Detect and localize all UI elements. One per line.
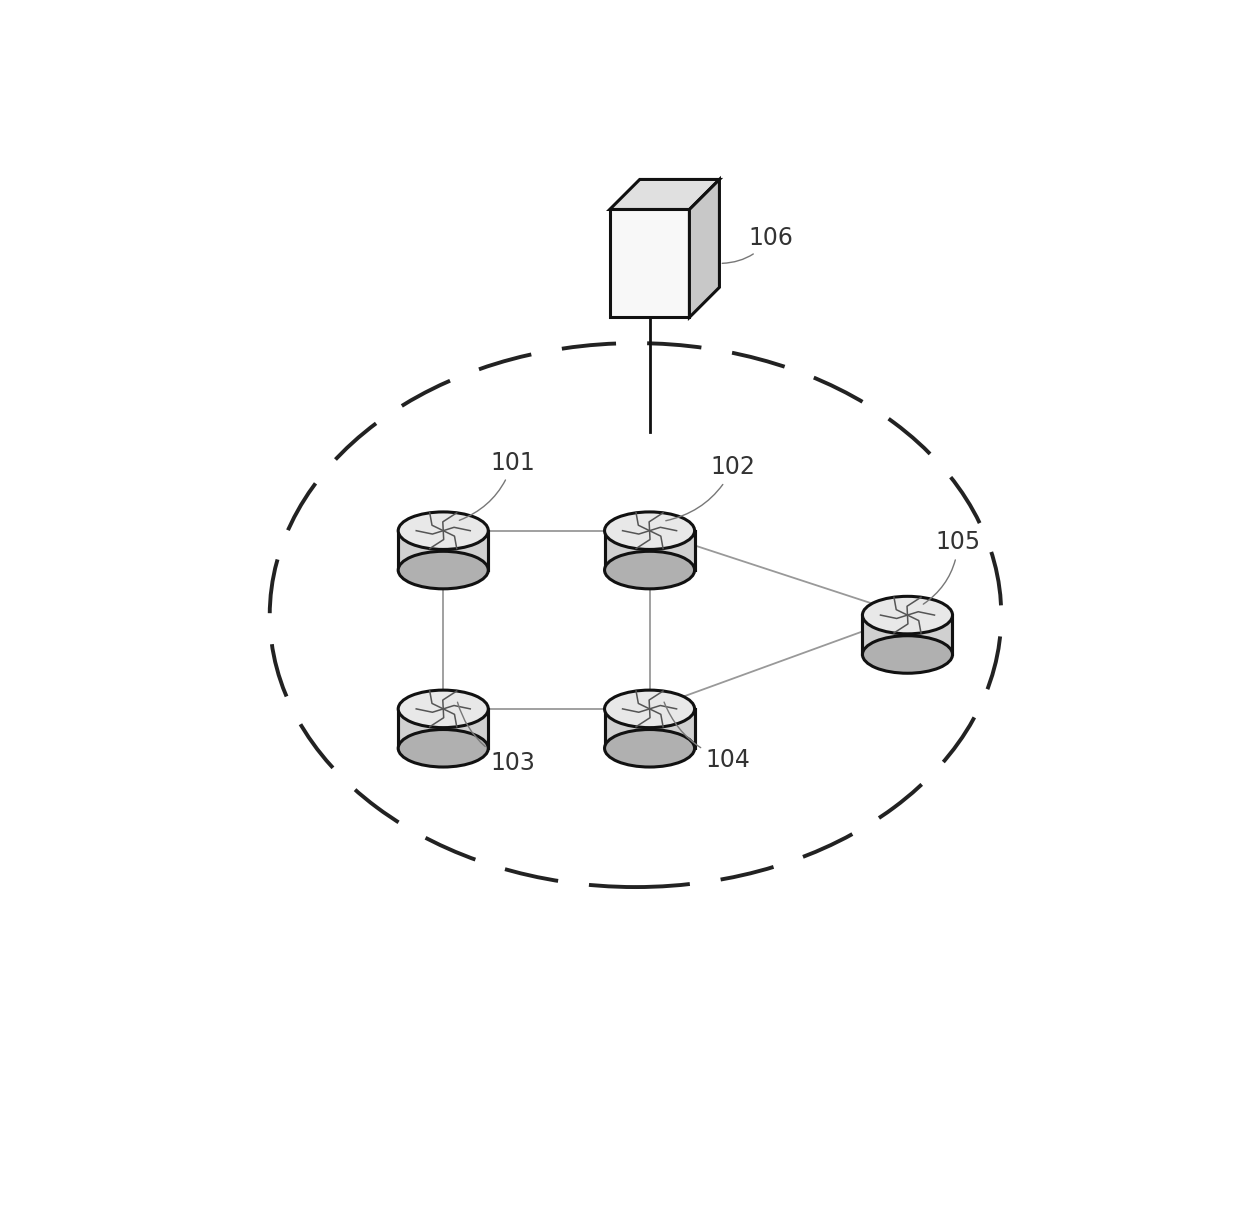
Text: 106: 106: [722, 225, 792, 263]
Text: 101: 101: [459, 451, 534, 520]
Ellipse shape: [398, 552, 489, 588]
Ellipse shape: [863, 597, 952, 633]
Polygon shape: [689, 179, 719, 318]
Text: 103: 103: [458, 702, 534, 775]
Ellipse shape: [398, 691, 489, 727]
Ellipse shape: [863, 636, 952, 674]
Polygon shape: [863, 615, 952, 654]
Polygon shape: [610, 209, 689, 318]
Ellipse shape: [398, 730, 489, 767]
Polygon shape: [605, 531, 694, 570]
Ellipse shape: [398, 512, 489, 549]
Ellipse shape: [605, 691, 694, 727]
Polygon shape: [605, 709, 694, 748]
Polygon shape: [398, 531, 489, 570]
Text: 102: 102: [666, 456, 755, 521]
Text: 105: 105: [924, 531, 981, 604]
Ellipse shape: [605, 512, 694, 549]
Polygon shape: [398, 709, 489, 748]
Ellipse shape: [605, 730, 694, 767]
Ellipse shape: [605, 552, 694, 588]
Polygon shape: [610, 179, 719, 209]
Text: 104: 104: [665, 702, 750, 772]
